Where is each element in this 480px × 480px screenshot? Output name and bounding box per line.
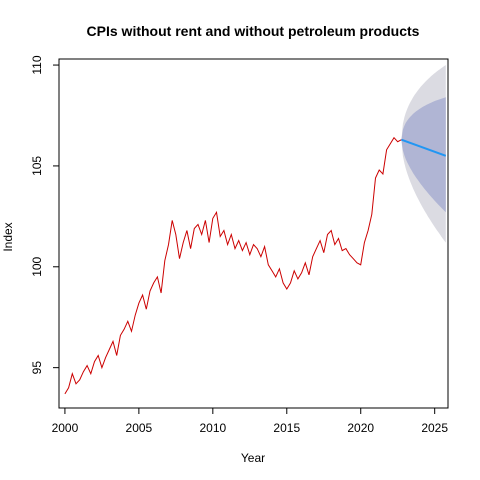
x-axis: 2000 2005 2010 2015 2020 2025 [52, 407, 448, 435]
x-tick-label: 2000 [52, 421, 79, 435]
forecast-series-line [401, 138, 447, 157]
x-tick-label: 2010 [199, 421, 226, 435]
x-tick-label: 2025 [421, 421, 448, 435]
y-tick-label: 110 [30, 55, 44, 74]
x-tick-label: 2015 [273, 421, 300, 435]
series-lines [64, 136, 447, 395]
y-tick-label: 105 [30, 156, 44, 176]
y-axis: 95 100 105 110 [30, 55, 60, 375]
history-series-line [64, 136, 402, 395]
y-tick-label: 95 [30, 361, 44, 375]
y-tick-label: 100 [30, 256, 44, 276]
chart-title: CPIs without rent and without petroleum … [87, 23, 420, 39]
forecast-bands [401, 65, 446, 243]
forecast-band-80 [401, 97, 446, 213]
x-tick-label: 2020 [347, 421, 374, 435]
y-axis-label: Index [1, 222, 15, 251]
plot-frame [58, 58, 449, 409]
x-axis-label: Year [241, 451, 265, 465]
x-tick-label: 2005 [126, 421, 153, 435]
